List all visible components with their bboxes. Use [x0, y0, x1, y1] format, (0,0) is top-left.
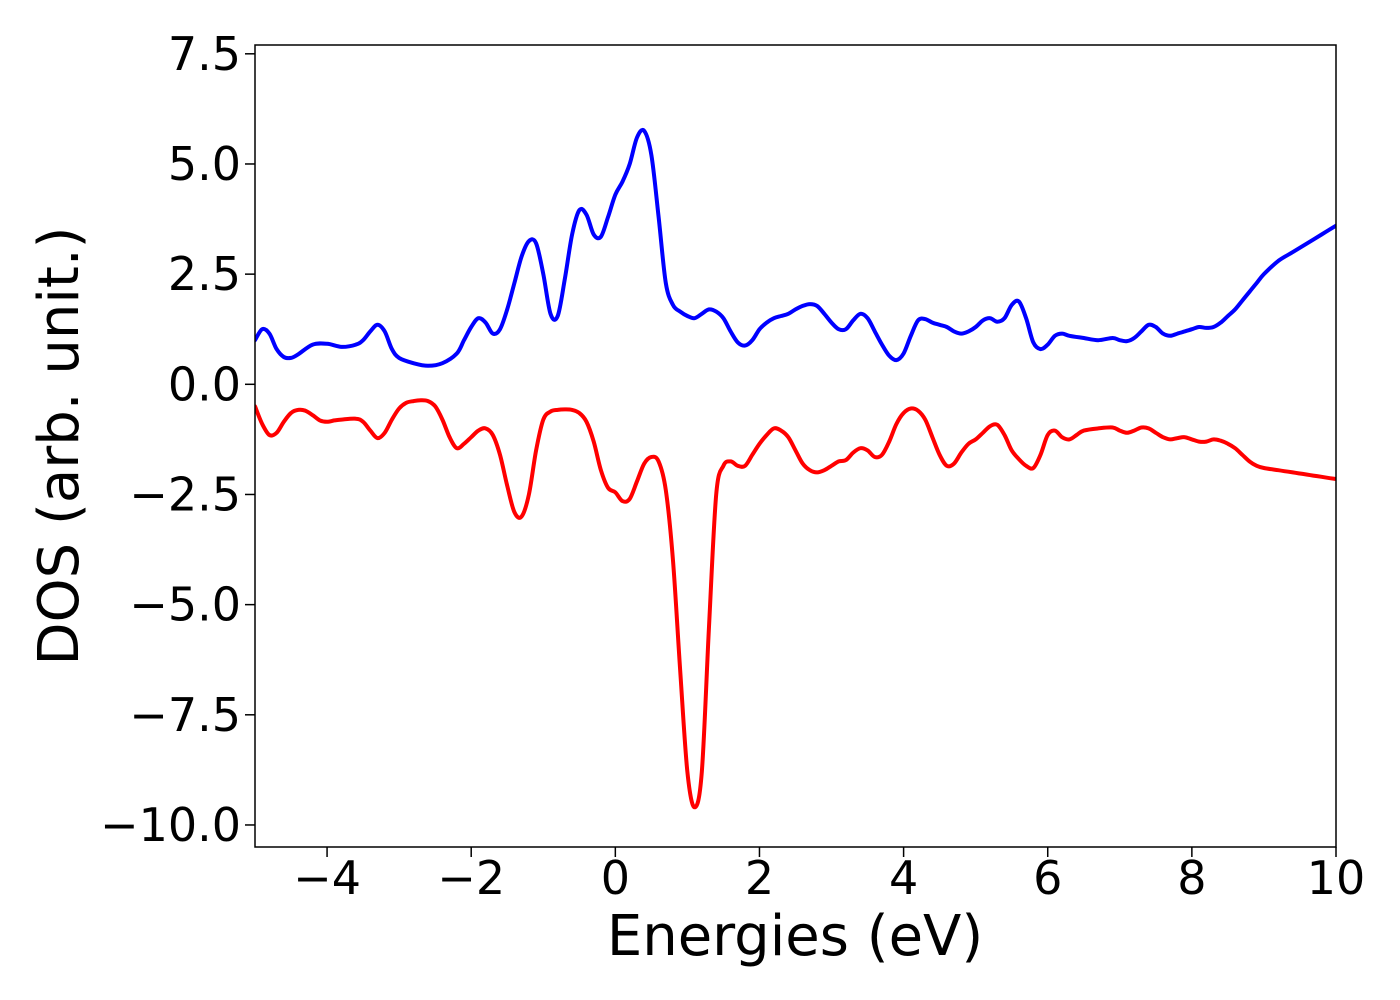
y-axis-ticks: 7.5 5.0 2.5 0.0 −2.5 −5.0 −7.5 −10.0 — [100, 27, 255, 852]
y-tick-label: 0.0 — [168, 357, 241, 411]
x-tick-label: −2 — [437, 851, 505, 905]
x-tick-label: −4 — [293, 851, 361, 905]
series-line-2 — [255, 398, 1336, 810]
x-tick-label: 8 — [1177, 851, 1206, 905]
x-tick-label: 2 — [745, 851, 774, 905]
y-tick-label: −10.0 — [100, 798, 241, 852]
plot-frame — [254, 44, 1337, 848]
series-line-1 — [255, 127, 1336, 368]
y-tick-label: 7.5 — [168, 27, 241, 81]
x-axis-title: Energies (eV) — [607, 904, 983, 969]
x-tick-label: 6 — [1033, 851, 1062, 905]
y-axis-title: DOS (arb. unit.) — [27, 226, 92, 665]
y-tick-label: −5.0 — [129, 578, 241, 632]
x-axis-ticks: −4 −2 0 2 4 6 8 10 — [293, 847, 1365, 905]
y-tick-label: 2.5 — [168, 247, 241, 301]
x-tick-label: 0 — [601, 851, 630, 905]
y-tick-label: 5.0 — [168, 137, 241, 191]
x-tick-label: 10 — [1307, 851, 1366, 905]
series-layer — [255, 127, 1336, 810]
y-tick-label: −7.5 — [129, 688, 241, 742]
y-tick-label: −2.5 — [129, 467, 241, 521]
x-tick-label: 4 — [889, 851, 918, 905]
